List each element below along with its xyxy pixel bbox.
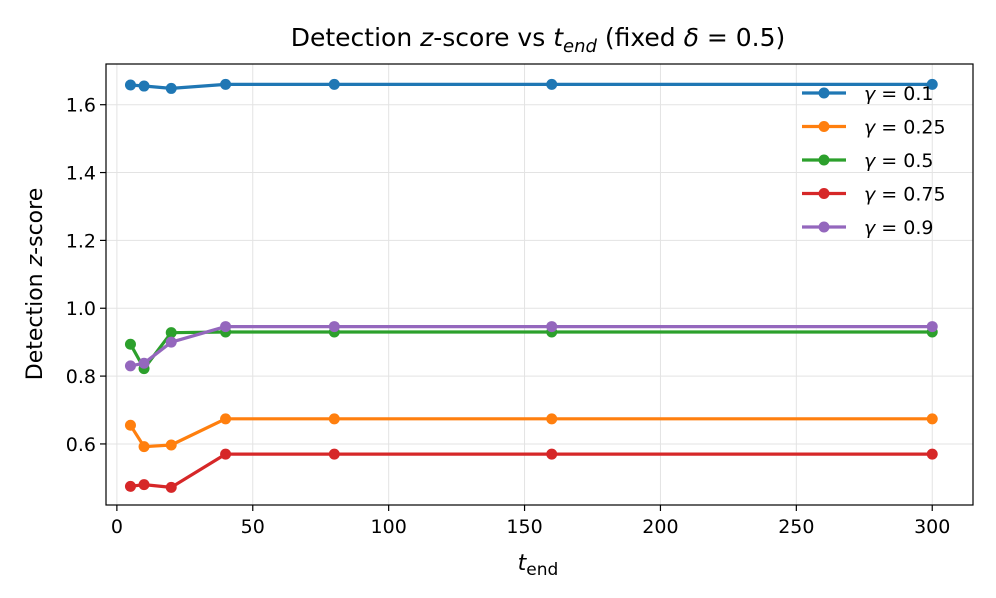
series-line: [128, 330, 934, 371]
x-tick-label: 300: [914, 516, 950, 538]
data-point: [926, 78, 938, 90]
data-point: [124, 419, 136, 431]
y-axis-label: Detection z-score: [23, 188, 48, 381]
x-tick-label: 200: [642, 516, 678, 538]
y-tick-label: 0.8: [66, 366, 96, 388]
series-line: [128, 452, 934, 489]
data-point: [926, 413, 938, 425]
data-point: [124, 338, 136, 350]
data-point: [165, 82, 177, 94]
y-tick-label: 1.4: [66, 163, 96, 185]
y-tick-label: 0.6: [66, 434, 96, 456]
legend-label: γ = 0.5: [864, 150, 933, 172]
data-point: [546, 321, 558, 333]
data-point: [546, 78, 558, 90]
legend-label: γ = 0.75: [864, 184, 946, 206]
legend-label: γ = 0.1: [864, 83, 933, 105]
legend-marker: [818, 154, 830, 166]
data-point: [138, 357, 150, 369]
gridlines: [106, 64, 973, 505]
legend: γ = 0.1 γ = 0.25 γ = 0.5 γ = 0.75 γ = 0.9: [802, 83, 946, 239]
legend-entry: γ = 0.5: [802, 150, 933, 172]
data-point: [124, 360, 136, 372]
data-point: [165, 327, 177, 339]
data-point: [926, 448, 938, 460]
series-layer: [124, 78, 938, 493]
series-1: [124, 78, 938, 94]
legend-label: γ = 0.25: [864, 117, 946, 139]
data-point: [220, 321, 232, 333]
series-line: [128, 417, 934, 449]
series-4: [124, 448, 938, 493]
legend-marker: [818, 188, 830, 199]
data-point: [546, 413, 558, 425]
series-5: [124, 321, 938, 372]
data-point: [328, 321, 340, 333]
series-line: [128, 82, 934, 91]
data-point: [124, 79, 136, 91]
data-point: [220, 78, 232, 90]
legend-entry: γ = 0.1: [802, 83, 933, 105]
data-point: [138, 441, 150, 453]
series-3: [124, 326, 938, 375]
legend-label: γ = 0.9: [864, 217, 933, 239]
x-tick-label: 50: [241, 516, 265, 538]
legend-entry: γ = 0.75: [802, 184, 946, 206]
series-2: [124, 413, 938, 453]
data-point: [124, 480, 136, 492]
legend-marker: [818, 87, 830, 99]
data-point: [220, 448, 232, 460]
data-point: [328, 448, 340, 460]
data-point: [165, 336, 177, 348]
x-tick-label: 150: [506, 516, 542, 538]
y-tick-label: 1.6: [66, 95, 96, 117]
data-point: [328, 78, 340, 90]
x-axis-label: tend: [518, 551, 559, 580]
axis-ticks: 0 50 100 150 200 250 300 0.6 0.8 1.0 1.2 1.4 1.6: [66, 95, 951, 538]
y-tick-label: 1.0: [66, 298, 96, 320]
x-tick-label: 100: [371, 516, 407, 538]
data-point: [220, 413, 232, 425]
legend-entry: γ = 0.25: [802, 117, 946, 139]
x-tick-label: 250: [778, 516, 814, 538]
y-tick-label: 1.2: [66, 230, 96, 252]
data-point: [165, 481, 177, 493]
data-point: [165, 439, 177, 451]
legend-marker: [818, 221, 830, 233]
data-point: [328, 413, 340, 425]
data-point: [138, 80, 150, 92]
data-point: [138, 479, 150, 491]
legend-marker: [818, 121, 830, 132]
data-point: [926, 321, 938, 333]
data-point: [546, 448, 558, 460]
x-tick-label: 0: [111, 516, 123, 538]
plot-frame: [105, 63, 974, 506]
legend-entry: γ = 0.9: [802, 217, 933, 239]
chart-title: Detection z-score vs tend (fixed δ = 0.5…: [291, 23, 786, 57]
